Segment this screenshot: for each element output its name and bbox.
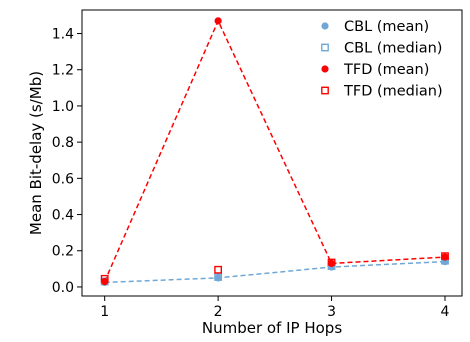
y-axis-label: Mean Bit-delay (s/Mb) [27,71,45,235]
data-point [214,17,222,25]
x-tick-label: 1 [100,304,109,320]
legend-label: TFD (median) [343,84,443,100]
data-point [214,274,222,282]
y-tick-label: 1.0 [52,99,74,115]
legend-label: CBL (median) [344,41,442,57]
legend-marker [321,65,329,73]
series-line [104,260,446,284]
y-axis: 0.0 0.2 0.4 0.6 0.8 1.0 1.2 1.4 [52,27,82,296]
legend-marker [321,43,329,52]
data-point [101,277,109,286]
data-point [214,265,223,274]
x-axis: 1 2 3 4 [100,296,450,320]
data-point [327,259,336,268]
x-axis-label: Number of IP Hops [202,319,342,337]
series-points [100,17,449,287]
series-line [103,19,446,282]
legend-marker [321,86,329,95]
x-tick-label: 2 [214,304,223,320]
x-tick-label: 4 [441,304,450,320]
y-tick-label: 0.6 [52,171,74,187]
y-tick-label: 0.2 [52,244,74,260]
y-tick-label: 0.8 [52,135,74,151]
y-tick-label: 0.0 [52,280,74,296]
legend-label: CBL (mean) [344,19,429,35]
legend-label: TFD (mean) [343,62,429,78]
x-tick-label: 3 [327,304,336,320]
data-point [441,253,449,261]
y-tick-label: 1.4 [52,27,74,43]
series-lines [103,19,446,284]
y-tick-label: 1.2 [52,63,74,79]
legend-marker [321,22,329,30]
y-tick-label: 0.4 [52,208,74,224]
legend: CBL (mean) CBL (median) TFD (mean) TFD (med… [321,19,443,100]
plot-area-frame [81,9,463,297]
